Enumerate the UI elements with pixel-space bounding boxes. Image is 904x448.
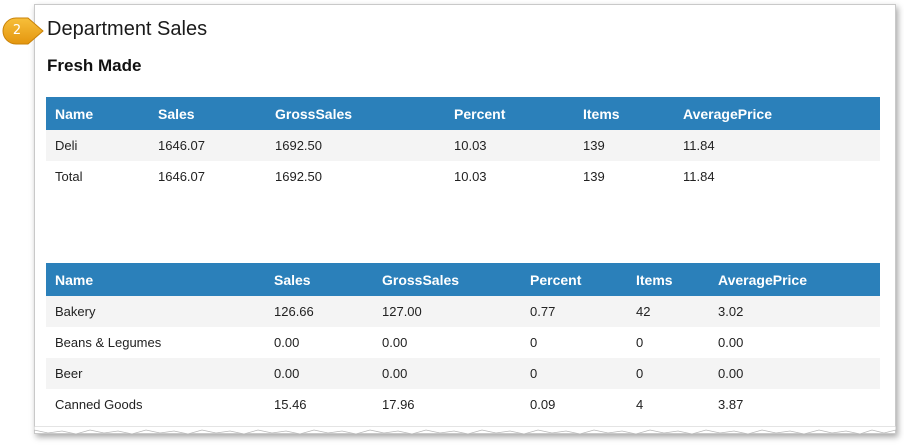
page-title: Department Sales bbox=[47, 18, 208, 40]
cell-gross-sales: 0.00 bbox=[373, 327, 521, 358]
table-row: Deli 1646.07 1692.50 10.03 139 11.84 bbox=[46, 130, 880, 161]
table-row: Canned Goods 15.46 17.96 0.09 4 3.87 bbox=[46, 389, 880, 420]
cell-average-price: 0.00 bbox=[709, 327, 880, 358]
cell-gross-sales: 0.00 bbox=[373, 358, 521, 389]
cell-name: Total bbox=[46, 161, 149, 192]
cell-name: Beans & Legumes bbox=[46, 327, 265, 358]
column-header-gross-sales[interactable]: GrossSales bbox=[266, 97, 445, 130]
torn-edge-decoration bbox=[34, 426, 896, 435]
cell-percent: 0 bbox=[521, 358, 627, 389]
cell-average-price: 3.02 bbox=[709, 296, 880, 327]
column-header-percent[interactable]: Percent bbox=[521, 263, 627, 296]
cell-name: Deli bbox=[46, 130, 149, 161]
table-row: Beans & Legumes 0.00 0.00 0 0 0.00 bbox=[46, 327, 880, 358]
cell-name: Beer bbox=[46, 358, 265, 389]
cell-name: Canned Goods bbox=[46, 389, 265, 420]
cell-percent: 10.03 bbox=[445, 161, 574, 192]
table-row: Beer 0.00 0.00 0 0 0.00 bbox=[46, 358, 880, 389]
department-sales-table-grocery: Name Sales GrossSales Percent Items Aver… bbox=[46, 263, 880, 420]
column-header-items[interactable]: Items bbox=[574, 97, 674, 130]
cell-sales: 15.46 bbox=[265, 389, 373, 420]
table-header-row: Name Sales GrossSales Percent Items Aver… bbox=[46, 263, 880, 296]
column-header-percent[interactable]: Percent bbox=[445, 97, 574, 130]
cell-sales: 1646.07 bbox=[149, 161, 266, 192]
cell-gross-sales: 1692.50 bbox=[266, 130, 445, 161]
department-sales-table-fresh-made: Name Sales GrossSales Percent Items Aver… bbox=[46, 97, 880, 192]
cell-sales: 1646.07 bbox=[149, 130, 266, 161]
table-row-total: Total 1646.07 1692.50 10.03 139 11.84 bbox=[46, 161, 880, 192]
column-header-average-price[interactable]: AveragePrice bbox=[709, 263, 880, 296]
cell-average-price: 3.87 bbox=[709, 389, 880, 420]
cell-gross-sales: 1692.50 bbox=[266, 161, 445, 192]
table-header-row: Name Sales GrossSales Percent Items Aver… bbox=[46, 97, 880, 130]
cell-sales: 0.00 bbox=[265, 327, 373, 358]
step-number: 2 bbox=[12, 23, 22, 38]
column-header-sales[interactable]: Sales bbox=[149, 97, 266, 130]
cell-average-price: 0.00 bbox=[709, 358, 880, 389]
badge-pointer-icon bbox=[2, 17, 44, 45]
column-header-name[interactable]: Name bbox=[46, 97, 149, 130]
cell-items: 139 bbox=[574, 130, 674, 161]
column-header-gross-sales[interactable]: GrossSales bbox=[373, 263, 521, 296]
cell-average-price: 11.84 bbox=[674, 130, 880, 161]
cell-gross-sales: 127.00 bbox=[373, 296, 521, 327]
column-header-sales[interactable]: Sales bbox=[265, 263, 373, 296]
cell-items: 139 bbox=[574, 161, 674, 192]
cell-items: 0 bbox=[627, 327, 709, 358]
section-title-fresh-made: Fresh Made bbox=[47, 56, 142, 75]
report-page: Department Sales Fresh Made Name Sales G… bbox=[34, 4, 896, 434]
table-row: Bakery 126.66 127.00 0.77 42 3.02 bbox=[46, 296, 880, 327]
cell-percent: 0.09 bbox=[521, 389, 627, 420]
cell-items: 42 bbox=[627, 296, 709, 327]
cell-sales: 126.66 bbox=[265, 296, 373, 327]
step-number-badge: 2 bbox=[2, 17, 44, 45]
cell-percent: 0.77 bbox=[521, 296, 627, 327]
cell-items: 0 bbox=[627, 358, 709, 389]
cell-percent: 10.03 bbox=[445, 130, 574, 161]
cell-percent: 0 bbox=[521, 327, 627, 358]
cell-gross-sales: 17.96 bbox=[373, 389, 521, 420]
column-header-average-price[interactable]: AveragePrice bbox=[674, 97, 880, 130]
column-header-name[interactable]: Name bbox=[46, 263, 265, 296]
cell-name: Bakery bbox=[46, 296, 265, 327]
cell-average-price: 11.84 bbox=[674, 161, 880, 192]
column-header-items[interactable]: Items bbox=[627, 263, 709, 296]
cell-items: 4 bbox=[627, 389, 709, 420]
cell-sales: 0.00 bbox=[265, 358, 373, 389]
